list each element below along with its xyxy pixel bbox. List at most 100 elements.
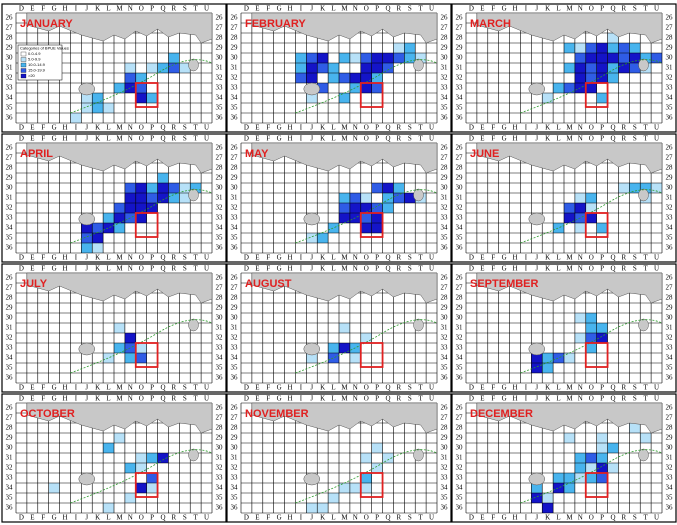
- column-label: M: [116, 513, 123, 521]
- column-label: P: [600, 123, 604, 131]
- bpue-cell: [360, 63, 372, 73]
- column-label: E: [480, 383, 484, 391]
- column-label: L: [556, 264, 560, 272]
- column-label: H: [287, 253, 292, 261]
- row-label: 36: [6, 244, 14, 252]
- row-label: 34: [666, 94, 674, 102]
- column-label: U: [429, 264, 434, 272]
- row-label: 32: [231, 204, 239, 212]
- column-label: K: [320, 383, 325, 391]
- column-label: J: [310, 264, 313, 272]
- row-label: 34: [216, 354, 224, 362]
- column-label: R: [622, 264, 627, 272]
- bpue-cell: [157, 193, 169, 203]
- bpue-cell: [114, 433, 125, 443]
- row-label: 26: [441, 404, 449, 412]
- row-label: 32: [216, 334, 224, 342]
- row-label: 29: [6, 304, 14, 312]
- column-label: M: [341, 134, 348, 142]
- bpue-cell: [618, 43, 630, 53]
- column-label: D: [469, 264, 474, 272]
- row-label: 35: [6, 104, 14, 112]
- bpue-cell: [114, 83, 125, 93]
- row-label: 35: [231, 364, 239, 372]
- row-label: 28: [666, 294, 674, 302]
- column-label: R: [397, 123, 402, 131]
- row-label: 33: [6, 474, 14, 482]
- column-label: K: [545, 134, 550, 142]
- bpue-cell: [531, 493, 543, 503]
- row-label: 31: [456, 454, 464, 462]
- study-area: [584, 472, 609, 498]
- column-label: M: [116, 134, 123, 142]
- column-label: T: [644, 253, 649, 261]
- bpue-cell: [306, 233, 318, 243]
- column-label: F: [41, 513, 45, 521]
- column-label: F: [41, 123, 45, 131]
- column-label: O: [139, 383, 144, 391]
- row-label: 30: [666, 314, 674, 322]
- row-label: 36: [666, 244, 674, 252]
- column-label: Q: [160, 4, 165, 12]
- bpue-cell: [629, 423, 641, 433]
- bpue-cell: [92, 93, 104, 103]
- bpue-cell: [124, 353, 136, 363]
- column-label: T: [194, 383, 199, 391]
- legend-swatch: [20, 51, 27, 57]
- bpue-cell: [585, 43, 597, 53]
- row-label: 35: [216, 104, 224, 112]
- row-label: 29: [666, 174, 674, 182]
- route: [520, 59, 663, 114]
- row-label: 31: [216, 194, 224, 202]
- row-label: 29: [216, 304, 224, 312]
- bpue-cell: [585, 203, 597, 213]
- bpue-cell: [607, 43, 619, 53]
- column-label: S: [408, 394, 412, 402]
- column-label: S: [408, 264, 412, 272]
- column-label: O: [589, 4, 594, 12]
- column-label: J: [85, 253, 88, 261]
- row-label: 30: [231, 444, 239, 452]
- row-label: 34: [6, 484, 14, 492]
- row-label: 27: [456, 414, 464, 422]
- bpue-cell: [103, 503, 114, 513]
- row-label: 31: [456, 324, 464, 332]
- column-label: N: [353, 394, 358, 402]
- row-label: 30: [666, 54, 674, 62]
- bpue-cell: [360, 193, 372, 203]
- column-label: E: [480, 134, 484, 142]
- row-label: 30: [441, 184, 449, 192]
- study-area: [134, 212, 159, 238]
- land: [251, 12, 438, 44]
- bpue-cell: [585, 343, 597, 353]
- row-label: 32: [231, 74, 239, 82]
- row-label: 26: [216, 404, 224, 412]
- column-label: K: [545, 4, 550, 12]
- row-label: 32: [441, 204, 449, 212]
- column-label: D: [244, 253, 249, 261]
- island: [303, 212, 321, 226]
- column-label: M: [341, 253, 348, 261]
- column-label: S: [408, 134, 412, 142]
- bpue-cell: [651, 53, 662, 63]
- bpue-cell: [81, 223, 93, 233]
- bpue-cell: [596, 333, 608, 343]
- bpue-cell: [564, 433, 575, 443]
- row-label: 35: [456, 104, 464, 112]
- bpue-cell: [124, 63, 136, 73]
- island: [188, 188, 199, 202]
- column-label: P: [150, 264, 154, 272]
- column-label: G: [277, 264, 282, 272]
- column-label: I: [525, 513, 528, 521]
- bpue-cell: [317, 503, 329, 513]
- column-label: J: [85, 513, 88, 521]
- column-label: R: [172, 383, 177, 391]
- column-label: O: [364, 4, 369, 12]
- column-label: R: [397, 513, 402, 521]
- bpue-cell: [531, 363, 543, 373]
- row-label: 31: [6, 324, 14, 332]
- row-label: 33: [456, 344, 464, 352]
